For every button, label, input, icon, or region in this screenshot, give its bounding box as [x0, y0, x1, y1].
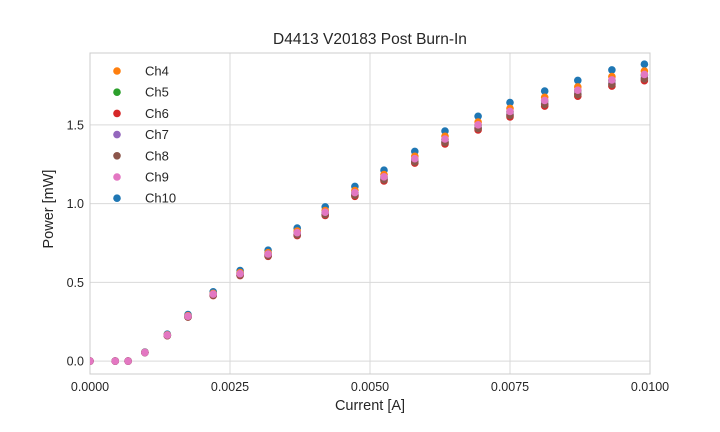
data-point	[574, 76, 582, 85]
y-axis-label: Power [mW]	[41, 170, 57, 249]
series-ch6	[90, 76, 649, 365]
legend-item-ch10: Ch10	[113, 191, 176, 206]
data-point	[474, 112, 482, 121]
plot-border	[89, 52, 651, 375]
data-point	[540, 87, 549, 95]
data-point	[264, 250, 272, 258]
data-point	[441, 135, 449, 143]
data-points	[90, 60, 649, 365]
y-tick-label: 1.5	[67, 118, 84, 132]
legend-marker	[113, 130, 121, 139]
legend-label: Ch8	[145, 148, 169, 163]
legend-item-ch9: Ch9	[113, 170, 169, 185]
legend-marker	[113, 194, 121, 202]
legend-item-ch4: Ch4	[113, 64, 169, 79]
data-point	[236, 269, 244, 278]
data-point	[640, 60, 649, 68]
data-point	[111, 357, 119, 365]
data-point	[141, 348, 149, 357]
legend-label: Ch7	[145, 127, 169, 142]
series-ch10	[90, 60, 649, 365]
x-axis-ticks: 0.0000 0.0025 0.0050 0.0075 0.0100	[71, 380, 669, 394]
data-point	[608, 66, 616, 74]
x-tick-label: 0.0025	[211, 380, 249, 394]
legend-label: Ch5	[145, 85, 169, 100]
legend-label: Ch4	[145, 64, 169, 79]
y-axis-ticks: 0.0 0.5 1.0 1.5	[67, 118, 84, 368]
legend-marker	[113, 152, 121, 160]
series-ch4	[90, 67, 649, 365]
series-ch5	[90, 71, 649, 365]
legend-item-ch8: Ch8	[113, 148, 169, 163]
legend-marker	[113, 109, 121, 118]
data-point	[441, 127, 449, 135]
data-point	[351, 188, 359, 197]
x-tick-label: 0.0000	[71, 380, 109, 394]
series-ch8	[90, 75, 649, 365]
y-tick-label: 0.0	[67, 355, 84, 369]
y-tick-label: 1.0	[67, 197, 84, 211]
data-point	[608, 76, 616, 84]
data-point	[574, 86, 582, 94]
gridlines	[89, 53, 651, 374]
legend-item-ch6: Ch6	[113, 106, 169, 121]
x-tick-label: 0.0100	[631, 380, 669, 394]
x-tick-label: 0.0050	[351, 380, 389, 394]
data-point	[163, 331, 172, 339]
legend-item-ch5: Ch5	[113, 85, 169, 100]
legend-marker	[113, 173, 121, 181]
legend-item-ch7: Ch7	[113, 127, 169, 142]
data-point	[293, 228, 302, 237]
legend: Ch4 Ch5 Ch6 Ch7 Ch8 Ch9 Ch10	[113, 64, 176, 206]
data-point	[640, 70, 649, 79]
data-point	[90, 357, 94, 365]
legend-label: Ch6	[145, 106, 169, 121]
data-point	[380, 173, 388, 181]
data-point	[209, 290, 217, 298]
x-axis-label: Current [A]	[335, 398, 405, 414]
x-tick-label: 0.0075	[491, 380, 529, 394]
data-point	[540, 96, 549, 105]
data-point	[321, 208, 330, 216]
y-tick-label: 0.5	[67, 276, 84, 290]
data-point	[506, 98, 514, 107]
series-ch9	[90, 70, 649, 365]
series-ch7	[90, 74, 649, 365]
data-point	[124, 357, 132, 365]
data-point	[184, 312, 192, 321]
legend-label: Ch9	[145, 170, 169, 185]
legend-label: Ch10	[145, 191, 176, 206]
data-point	[506, 107, 514, 116]
legend-marker	[113, 67, 121, 75]
data-point	[411, 154, 419, 163]
data-point	[474, 121, 482, 129]
legend-marker	[113, 88, 121, 96]
chart-title: D4413 V20183 Post Burn-In	[273, 31, 467, 48]
